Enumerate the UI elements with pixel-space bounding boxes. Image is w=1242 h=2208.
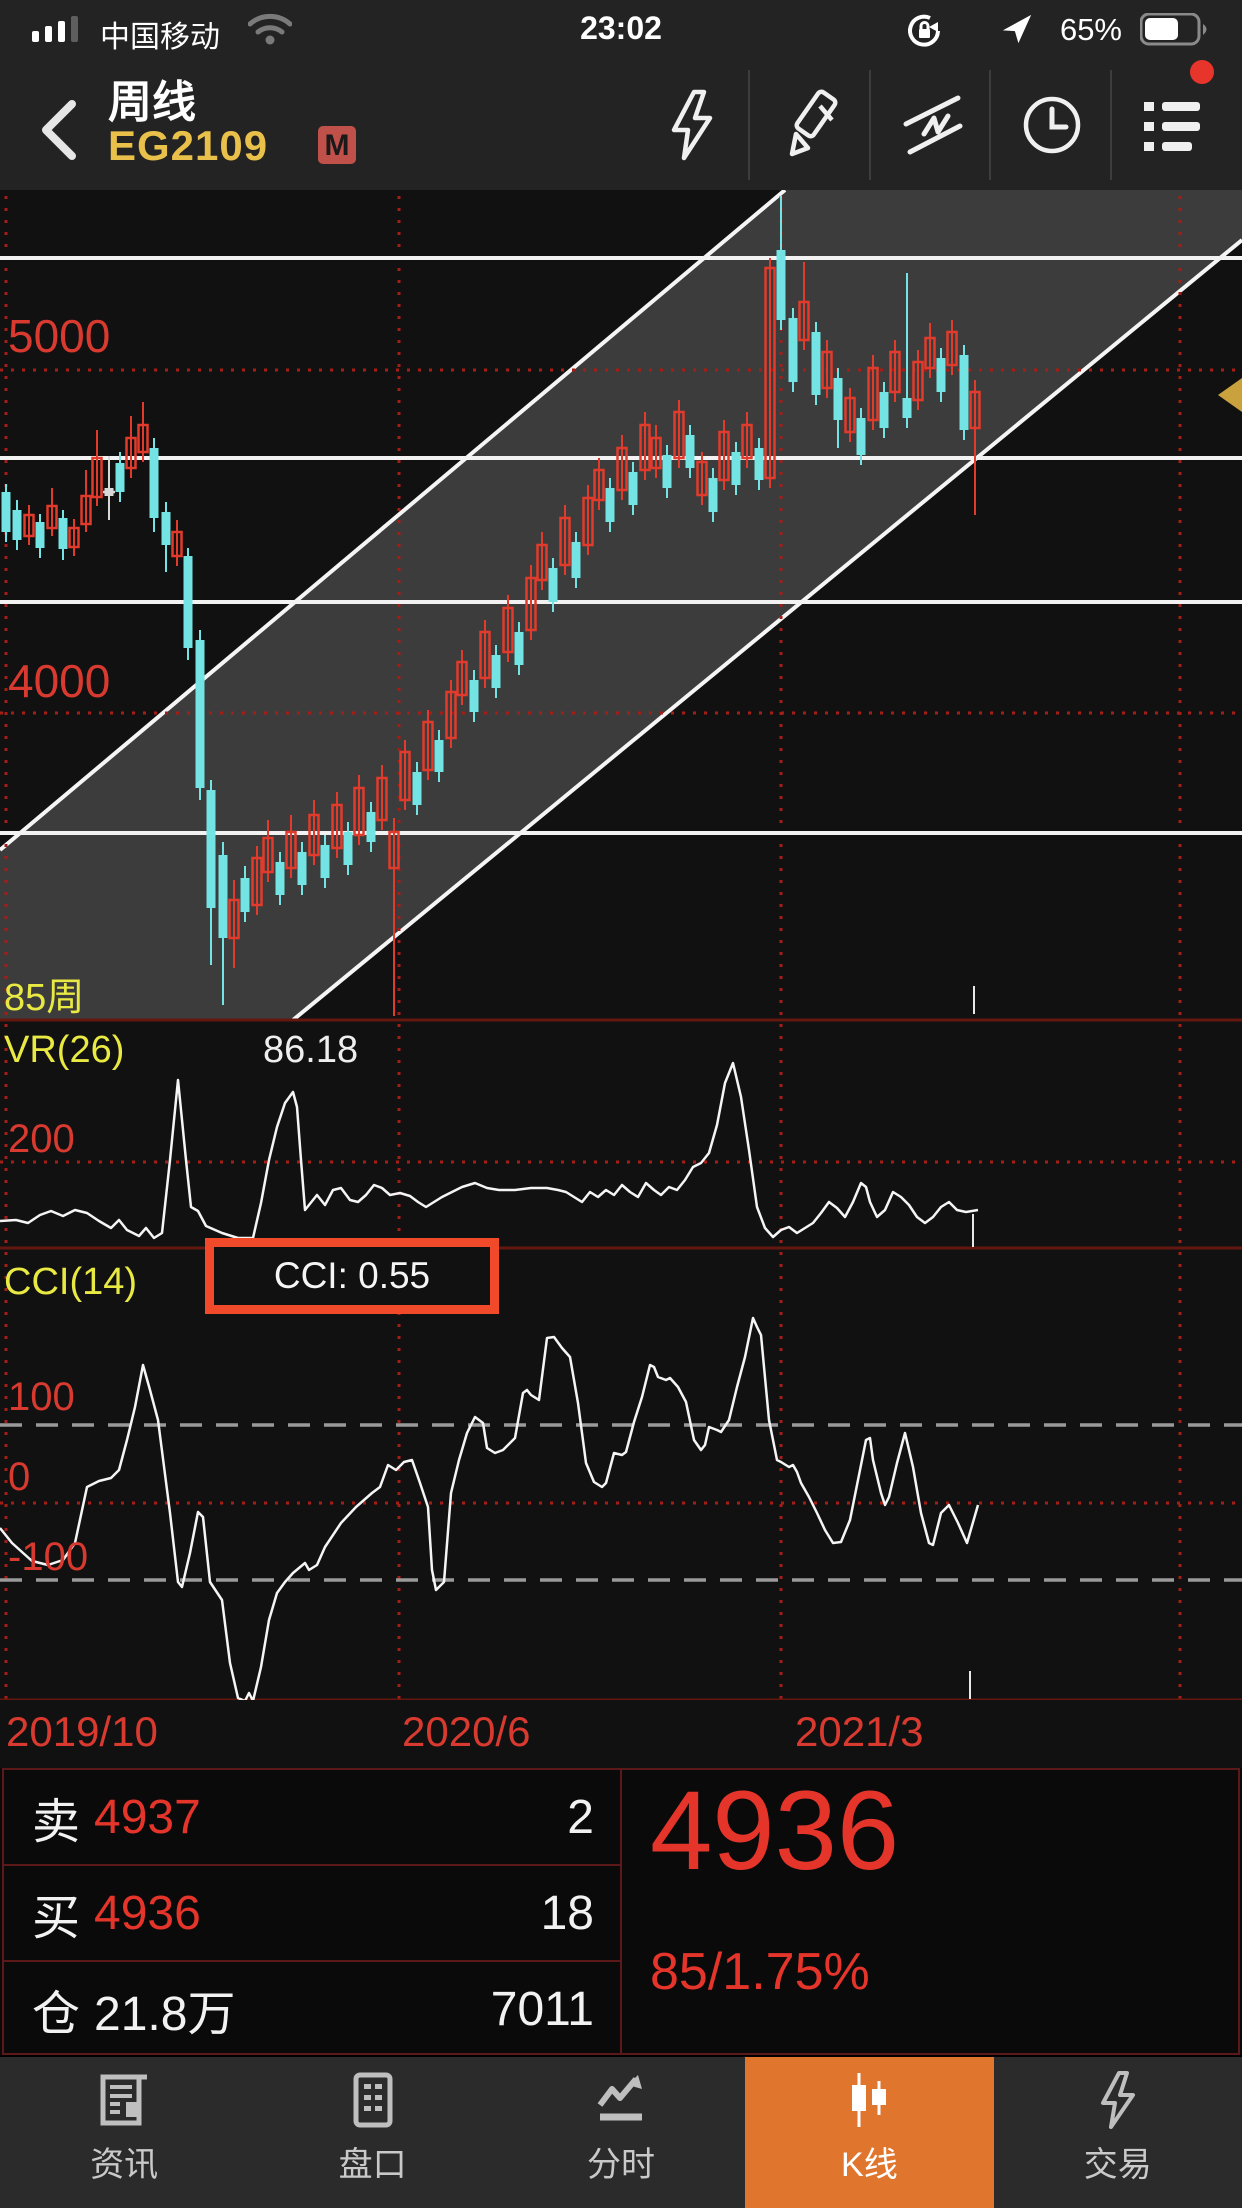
orientation-lock-icon bbox=[908, 14, 940, 47]
carrier-label: 中国移动 bbox=[100, 21, 220, 54]
price-change: 85/1.75% bbox=[650, 1943, 870, 2001]
notification-dot bbox=[1190, 60, 1214, 84]
x-axis-label: 2021/3 bbox=[795, 1708, 924, 1755]
status-bar: 中国移动 23:02 65% bbox=[0, 0, 1242, 60]
quote-panel: 卖 4937 2 买 4936 18 仓 21.8万 7011 4936 85/… bbox=[0, 1768, 1242, 2055]
svg-text:5000: 5000 bbox=[8, 310, 110, 362]
contract-symbol: EG2109 bbox=[108, 122, 269, 169]
tab-minute-chart[interactable]: 分时 bbox=[497, 2057, 745, 2208]
svg-text:100: 100 bbox=[8, 1375, 75, 1419]
ask-row[interactable]: 卖 4937 2 bbox=[4, 1770, 620, 1866]
svg-text:0: 0 bbox=[8, 1455, 30, 1499]
open-interest-row[interactable]: 仓 21.8万 7011 bbox=[4, 1962, 620, 2056]
tab-orderbook[interactable]: 盘口 bbox=[248, 2057, 496, 2208]
flash-order-icon[interactable] bbox=[660, 88, 724, 162]
svg-text:4000: 4000 bbox=[8, 655, 110, 707]
svg-text:CCI(14): CCI(14) bbox=[4, 1261, 137, 1303]
watchlist-menu-icon[interactable] bbox=[1140, 88, 1204, 162]
kline-chart[interactable]: 5000 4000 85周 VR(26) 86.18 200 CCI(14) 100 0 -100 bbox=[0, 190, 1242, 1700]
bid-row[interactable]: 买 4936 18 bbox=[4, 1866, 620, 1962]
tab-bar: 资讯 盘口 分时 K线 交易 bbox=[0, 2057, 1242, 2208]
bid-volume: 18 bbox=[540, 1886, 594, 1940]
tab-label: K线 bbox=[841, 2146, 898, 2184]
orderbook-icon bbox=[353, 2072, 393, 2128]
indicator-settings-icon[interactable] bbox=[900, 88, 964, 162]
page-title: 周线 bbox=[108, 78, 196, 127]
svg-text:85周: 85周 bbox=[4, 977, 84, 1019]
ask-price: 4937 bbox=[94, 1790, 201, 1844]
last-price-marker-triangle bbox=[1218, 378, 1242, 412]
bid-label: 买 bbox=[32, 1892, 81, 1945]
header: 周线 EG2109 M bbox=[0, 60, 1242, 190]
tab-trade[interactable]: 交易 bbox=[994, 2057, 1242, 2208]
wifi-icon bbox=[248, 13, 292, 45]
last-price: 4936 bbox=[650, 1768, 900, 1893]
status-time: 23:02 bbox=[580, 10, 662, 46]
bid-ask-table: 卖 4937 2 买 4936 18 仓 21.8万 7011 bbox=[2, 1768, 622, 2055]
svg-text:86.18: 86.18 bbox=[263, 1029, 358, 1071]
header-separator bbox=[989, 70, 991, 180]
battery-percent-label: 65% bbox=[1059, 12, 1122, 47]
header-separator bbox=[1110, 70, 1112, 180]
x-axis-label: 2020/6 bbox=[402, 1708, 531, 1755]
tab-news[interactable]: 资讯 bbox=[0, 2057, 248, 2208]
ask-label: 卖 bbox=[32, 1796, 81, 1849]
svg-text:200: 200 bbox=[8, 1117, 75, 1161]
bid-price: 4936 bbox=[94, 1886, 201, 1940]
open-interest-label: 仓 bbox=[32, 1988, 81, 2041]
open-interest-value: 21.8万 bbox=[94, 1988, 236, 2041]
tab-label: 分时 bbox=[586, 2146, 655, 2184]
header-separator bbox=[748, 70, 750, 180]
kline-icon bbox=[852, 2073, 887, 2127]
history-clock-icon[interactable] bbox=[1020, 88, 1084, 162]
location-arrow-icon bbox=[1002, 14, 1032, 44]
cci-value-callout: CCI: 0.55 bbox=[205, 1238, 499, 1314]
tab-label: 交易 bbox=[1083, 2146, 1152, 2184]
draw-pencil-icon[interactable] bbox=[780, 88, 844, 162]
tab-label: 资讯 bbox=[90, 2146, 159, 2184]
trade-icon bbox=[1100, 2071, 1135, 2129]
minute-chart-icon bbox=[597, 2075, 642, 2121]
svg-text:-100: -100 bbox=[8, 1535, 88, 1579]
open-interest-volume: 7011 bbox=[490, 1982, 594, 2036]
ask-volume: 2 bbox=[567, 1790, 594, 1844]
back-icon[interactable] bbox=[36, 98, 80, 162]
x-axis-label: 2019/10 bbox=[6, 1708, 158, 1755]
header-separator bbox=[869, 70, 871, 180]
svg-text:VR(26): VR(26) bbox=[4, 1029, 124, 1071]
tab-kline[interactable]: K线 bbox=[745, 2057, 994, 2208]
tab-label: 盘口 bbox=[338, 2146, 407, 2184]
last-price-box: 4936 85/1.75% bbox=[622, 1768, 1240, 2055]
news-icon bbox=[100, 2074, 148, 2126]
main-contract-badge: M bbox=[318, 126, 356, 164]
battery-icon bbox=[1140, 13, 1207, 46]
